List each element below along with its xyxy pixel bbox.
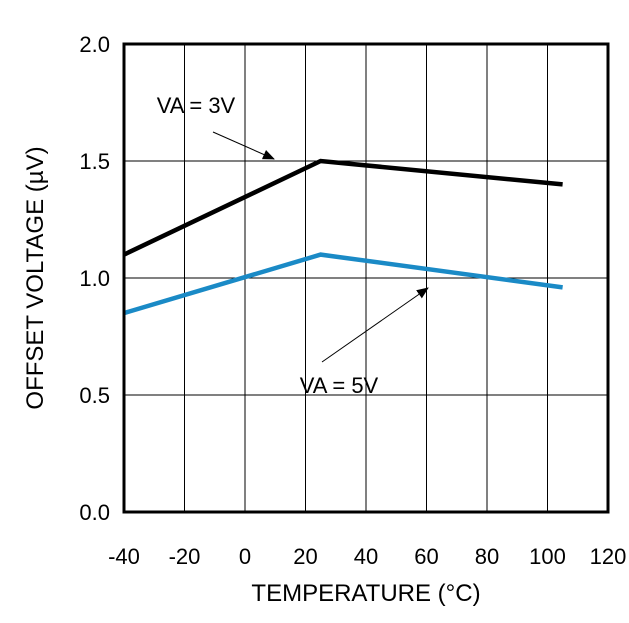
x-tick-label: -40	[108, 544, 140, 569]
x-tick-label: 20	[293, 544, 317, 569]
x-tick-label: -20	[169, 544, 201, 569]
y-tick-labels: 0.0 0.5 1.0 1.5 2.0	[79, 32, 110, 525]
y-tick-label: 1.0	[79, 266, 110, 291]
plot-frame	[122, 42, 610, 514]
y-tick-label: 0.5	[79, 383, 110, 408]
series-line-va-5v	[123, 252, 563, 316]
y-tick-label: 0.0	[79, 500, 110, 525]
y-tick-label: 2.0	[79, 32, 110, 57]
x-tick-labels: -40 -20 0 20 40 60 80 100 120	[108, 544, 626, 569]
x-tick-label: 40	[354, 544, 378, 569]
x-axis-title: TEMPERATURE (°C)	[251, 580, 480, 607]
annotations: VA = 3V VA = 5V	[157, 93, 429, 398]
annotation-arrow-va-5v	[321, 287, 429, 363]
x-tick-label: 60	[414, 544, 438, 569]
annotation-va-3v: VA = 3V	[157, 93, 236, 118]
x-tick-label: 80	[475, 544, 499, 569]
x-tick-label: 120	[590, 544, 627, 569]
y-axis-title: OFFSET VOLTAGE (µV)	[22, 146, 49, 409]
x-tick-label: 0	[239, 544, 251, 569]
series-line-va-3v	[123, 158, 563, 257]
series-lines	[123, 158, 563, 316]
annotation-arrow-va-3v	[212, 131, 275, 160]
y-tick-label: 1.5	[79, 149, 110, 174]
x-tick-label: 100	[529, 544, 566, 569]
annotation-va-5v: VA = 5V	[300, 373, 379, 398]
